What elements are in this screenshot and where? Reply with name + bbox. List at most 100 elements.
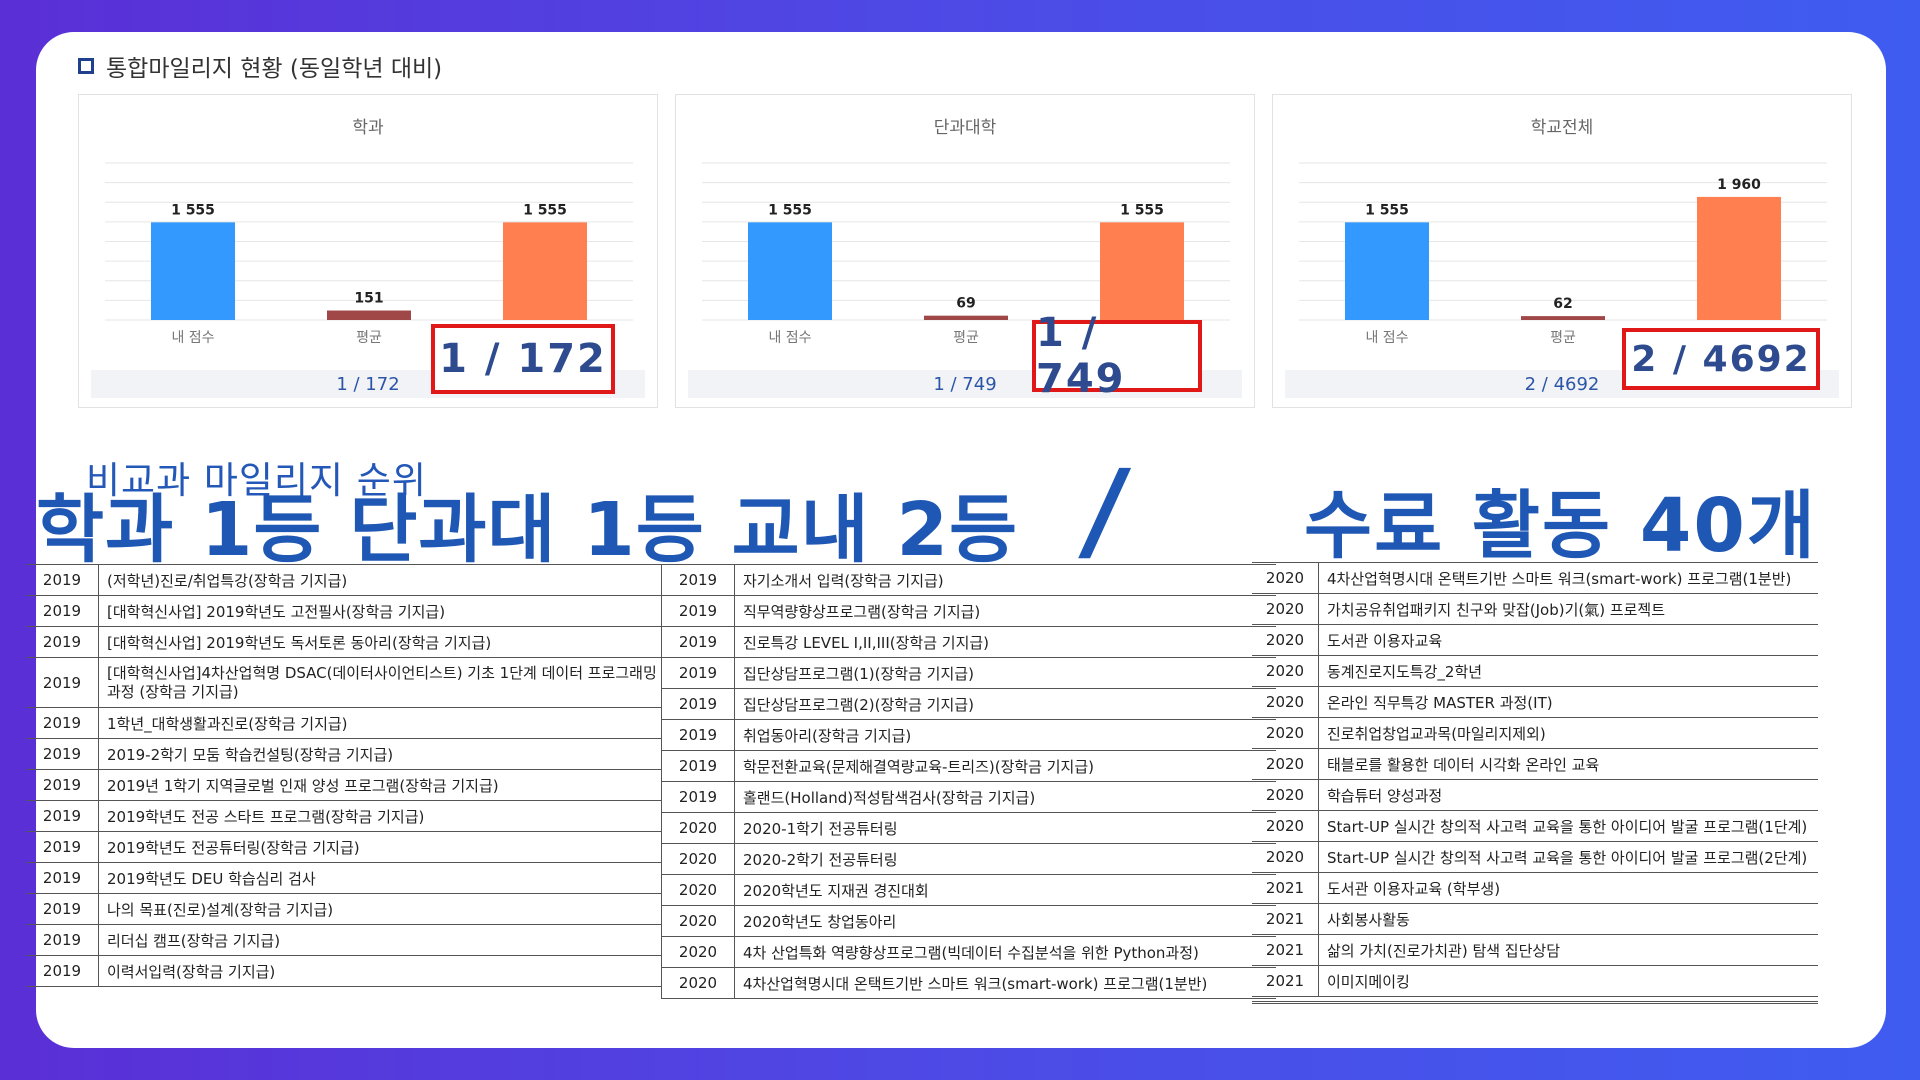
category-label: 평균: [356, 330, 382, 346]
activity-name: 이미지메이킹: [1318, 965, 1818, 997]
activity-year: 2019: [661, 657, 735, 689]
table-row: 2019 진로특강 LEVEL I,II,III(장학금 기지급): [661, 626, 1276, 658]
bar-1: [327, 310, 411, 320]
activity-name: 2020-2학기 전공튜터링: [734, 843, 1276, 875]
panel-title: 학과: [352, 118, 384, 138]
table-row: 2019 1학년_대학생활과진로(장학금 기지급): [26, 707, 661, 739]
activity-year: 2019: [661, 719, 735, 751]
activity-name: 학습튜터 양성과정: [1318, 779, 1818, 811]
table-row: 2020 도서관 이용자교육: [1252, 624, 1818, 656]
bar-chart-department: 1 555 내 점수 151 평균 1 555: [105, 162, 633, 346]
rank-highlight-department: 1 / 172: [431, 324, 615, 394]
table-row: 2019 2019년 1학기 지역글로벌 인재 양성 프로그램(장학금 기지급): [26, 769, 661, 801]
category-label: 내 점수: [171, 330, 214, 346]
bar-value-label: 1 555: [768, 202, 812, 218]
panel-title: 단과대학: [933, 118, 997, 138]
activity-name: [대학혁신사업] 2019학년도 독서토론 동아리(장학금 기지급): [98, 626, 661, 658]
activity-name: 학문전환교육(문제해결역량교육-트리즈)(장학금 기지급): [734, 750, 1276, 782]
activity-name: 2020학년도 창업동아리: [734, 905, 1276, 937]
table-row: 2019 직무역량향상프로그램(장학금 기지급): [661, 595, 1276, 627]
activity-year: 2021: [1252, 934, 1319, 966]
activity-year: 2020: [1252, 779, 1319, 811]
activity-name: 2019학년도 전공튜터링(장학금 기지급): [98, 831, 661, 863]
ranking-subheading: 비교과 마일리지 순위: [86, 459, 427, 502]
activity-year: 2019: [661, 564, 735, 596]
activity-name: 취업동아리(장학금 기지급): [734, 719, 1276, 751]
table-row: 2020 2020-1학기 전공튜터링: [661, 812, 1276, 844]
section-title: 통합마일리지 현황 (동일학년 대비): [106, 56, 443, 82]
table-row: 2019 (저학년)진로/취업특강(장학금 기지급): [26, 564, 661, 596]
table-row: 2021 사회봉사활동: [1252, 903, 1818, 935]
activity-name: [대학혁신사업]4차산업혁명 DSAC(데이터사이언티스트) 기초 1단계 데이…: [98, 657, 661, 708]
activity-name: 진로특강 LEVEL I,II,III(장학금 기지급): [734, 626, 1276, 658]
activity-year: 2019: [661, 595, 735, 627]
activity-year: 2020: [1252, 748, 1319, 780]
activity-name-text: [대학혁신사업]4차산업혁명 DSAC(데이터사이언티스트) 기초 1단계 데이…: [107, 663, 657, 701]
activity-name: Start-UP 실시간 창의적 사고력 교육을 통한 아이디어 발굴 프로그램…: [1318, 810, 1818, 842]
activity-name: 4차산업혁명시대 온택트기반 스마트 워크(smart-work) 프로그램(1…: [734, 967, 1276, 999]
activity-year: 2020: [1252, 655, 1319, 687]
activity-year: 2019: [661, 688, 735, 720]
bar-value-label: 1 555: [171, 202, 215, 218]
bar-2: [1697, 196, 1781, 320]
table-row: 2019 이력서입력(장학금 기지급): [26, 955, 661, 987]
table-row: 2021 이미지메이킹: [1252, 965, 1818, 997]
category-label: 평균: [953, 330, 979, 346]
bar-chart-university: 1 555 내 점수 62 평균 1 960: [1299, 162, 1827, 346]
activity-name: 도서관 이용자교육: [1318, 624, 1818, 656]
activity-year: 2019: [26, 707, 99, 739]
activity-year: 2019: [26, 769, 99, 801]
activity-year: 2019: [661, 750, 735, 782]
activity-name: 가치공유취업패키지 친구와 맞잡(Job)기(氣) 프로젝트: [1318, 593, 1818, 625]
activity-year: 2021: [1252, 965, 1319, 997]
table-row: 2020 2020학년도 창업동아리: [661, 905, 1276, 937]
activity-name: [대학혁신사업] 2019학년도 고전필사(장학금 기지급): [98, 595, 661, 627]
activity-table-2: 2019 자기소개서 입력(장학금 기지급) 2019 직무역량향상프로그램(장학금 …: [661, 564, 1276, 999]
activity-name: 태블로를 활용한 데이터 시각화 온라인 교육: [1318, 748, 1818, 780]
activity-name: 집단상담프로그램(1)(장학금 기지급): [734, 657, 1276, 689]
activity-name: Start-UP 실시간 창의적 사고력 교육을 통한 아이디어 발굴 프로그램…: [1318, 841, 1818, 873]
activity-name: 사회봉사활동: [1318, 903, 1818, 935]
activity-name: 2020학년도 지재권 경진대회: [734, 874, 1276, 906]
table-row: 2019 2019학년도 DEU 학습심리 검사: [26, 862, 661, 894]
category-label: 평균: [1550, 330, 1576, 346]
activity-year: 2019: [26, 955, 99, 987]
activity-year: 2020: [661, 905, 735, 937]
activity-year: 2020: [1252, 841, 1319, 873]
table-bottom-rule: [1252, 1001, 1818, 1004]
activity-table-1: 2019 (저학년)진로/취업특강(장학금 기지급) 2019 [대학혁신사업] 20…: [26, 564, 661, 987]
activity-name: 리더십 캠프(장학금 기지급): [98, 924, 661, 956]
table-row: 2019 [대학혁신사업] 2019학년도 독서토론 동아리(장학금 기지급): [26, 626, 661, 658]
table-row: 2019 2019학년도 전공 스타트 프로그램(장학금 기지급): [26, 800, 661, 832]
activity-year: 2019: [26, 862, 99, 894]
bar-0: [151, 222, 235, 320]
table-row: 2020 Start-UP 실시간 창의적 사고력 교육을 통한 아이디어 발굴 …: [1252, 841, 1818, 873]
activity-table-3: 2020 4차산업혁명시대 온택트기반 스마트 워크(smart-work) 프로…: [1252, 562, 1818, 997]
bar-value-label: 69: [956, 296, 975, 312]
table-row: 2019 나의 목표(진로)설계(장학금 기지급): [26, 893, 661, 925]
activity-year: 2019: [26, 657, 99, 708]
panel-college: 단과대학 1 555 내 점수 69 평균 1 555 1 / 749: [675, 94, 1255, 408]
activity-year: 2020: [1252, 593, 1319, 625]
table-row: 2020 가치공유취업패키지 친구와 맞잡(Job)기(氣) 프로젝트: [1252, 593, 1818, 625]
table-row: 2019 2019-2학기 모둠 학습컨설팅(장학금 기지급): [26, 738, 661, 770]
bar-value-label: 1 960: [1717, 177, 1761, 193]
activity-name: 2019학년도 전공 스타트 프로그램(장학금 기지급): [98, 800, 661, 832]
rank-highlight-university: 2 / 4692: [1622, 328, 1820, 390]
table-row: 2020 온라인 직무특강 MASTER 과정(IT): [1252, 686, 1818, 718]
bar-2: [503, 222, 587, 320]
activity-year: 2019: [26, 831, 99, 863]
activity-name: 2019년 1학기 지역글로벌 인재 양성 프로그램(장학금 기지급): [98, 769, 661, 801]
bar-value-label: 1 555: [1365, 202, 1409, 218]
table-row: 2020 Start-UP 실시간 창의적 사고력 교육을 통한 아이디어 발굴 …: [1252, 810, 1818, 842]
activity-year: 2020: [661, 874, 735, 906]
table-row: 2021 도서관 이용자교육 (학부생): [1252, 872, 1818, 904]
bar-chart-college: 1 555 내 점수 69 평균 1 555: [702, 162, 1230, 346]
table-row: 2019 집단상담프로그램(2)(장학금 기지급): [661, 688, 1276, 720]
activity-year: 2019: [26, 595, 99, 627]
activity-name: 삶의 가치(진로가치관) 탐색 집단상담: [1318, 934, 1818, 966]
table-row: 2020 태블로를 활용한 데이터 시각화 온라인 교육: [1252, 748, 1818, 780]
activity-name: 진로취업창업교과목(마일리지제외): [1318, 717, 1818, 749]
table-row: 2019 집단상담프로그램(1)(장학금 기지급): [661, 657, 1276, 689]
activity-name: 집단상담프로그램(2)(장학금 기지급): [734, 688, 1276, 720]
